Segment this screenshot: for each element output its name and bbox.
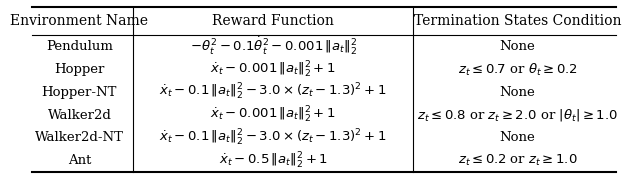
Text: Pendulum: Pendulum [46,40,113,53]
Text: Reward Function: Reward Function [212,14,334,28]
Text: None: None [499,132,535,144]
Text: Walker2d-NT: Walker2d-NT [35,132,124,144]
Text: Termination States Condition: Termination States Condition [413,14,621,28]
Text: Walker2d: Walker2d [47,109,111,122]
Text: Ant: Ant [68,154,91,167]
Text: None: None [499,86,535,99]
Text: Hopper: Hopper [54,63,104,76]
Text: $z_t \leq 0.7$ or $\theta_t \geq 0.2$: $z_t \leq 0.7$ or $\theta_t \geq 0.2$ [458,61,577,78]
Text: $\dot{x}_t - 0.5\,\|a_t\|_2^2 + 1$: $\dot{x}_t - 0.5\,\|a_t\|_2^2 + 1$ [218,151,328,171]
Text: Environment Name: Environment Name [10,14,148,28]
Text: $\dot{x}_t - 0.1\,\|a_t\|_2^2 - 3.0 \times (z_t - 1.3)^2 + 1$: $\dot{x}_t - 0.1\,\|a_t\|_2^2 - 3.0 \tim… [159,128,387,148]
Text: $\dot{x}_t - 0.1\,\|a_t\|_2^2 - 3.0 \times (z_t - 1.3)^2 + 1$: $\dot{x}_t - 0.1\,\|a_t\|_2^2 - 3.0 \tim… [159,82,387,102]
Text: $z_t \leq 0.2$ or $z_t \geq 1.0$: $z_t \leq 0.2$ or $z_t \geq 1.0$ [458,153,577,168]
Text: Hopper-NT: Hopper-NT [42,86,117,99]
Text: $\dot{x}_t - 0.001\,\|a_t\|_2^2 + 1$: $\dot{x}_t - 0.001\,\|a_t\|_2^2 + 1$ [210,59,336,80]
Text: $\dot{x}_t - 0.001\,\|a_t\|_2^2 + 1$: $\dot{x}_t - 0.001\,\|a_t\|_2^2 + 1$ [210,105,336,125]
Text: $z_t \leq 0.8$ or $z_t \geq 2.0$ or $|\theta_t| \geq 1.0$: $z_t \leq 0.8$ or $z_t \geq 2.0$ or $|\t… [417,107,618,123]
Text: $-\theta_t^2 - 0.1\dot{\theta}_t^2 - 0.001\,\|a_t\|_2^2$: $-\theta_t^2 - 0.1\dot{\theta}_t^2 - 0.0… [189,36,356,57]
Text: None: None [499,40,535,53]
